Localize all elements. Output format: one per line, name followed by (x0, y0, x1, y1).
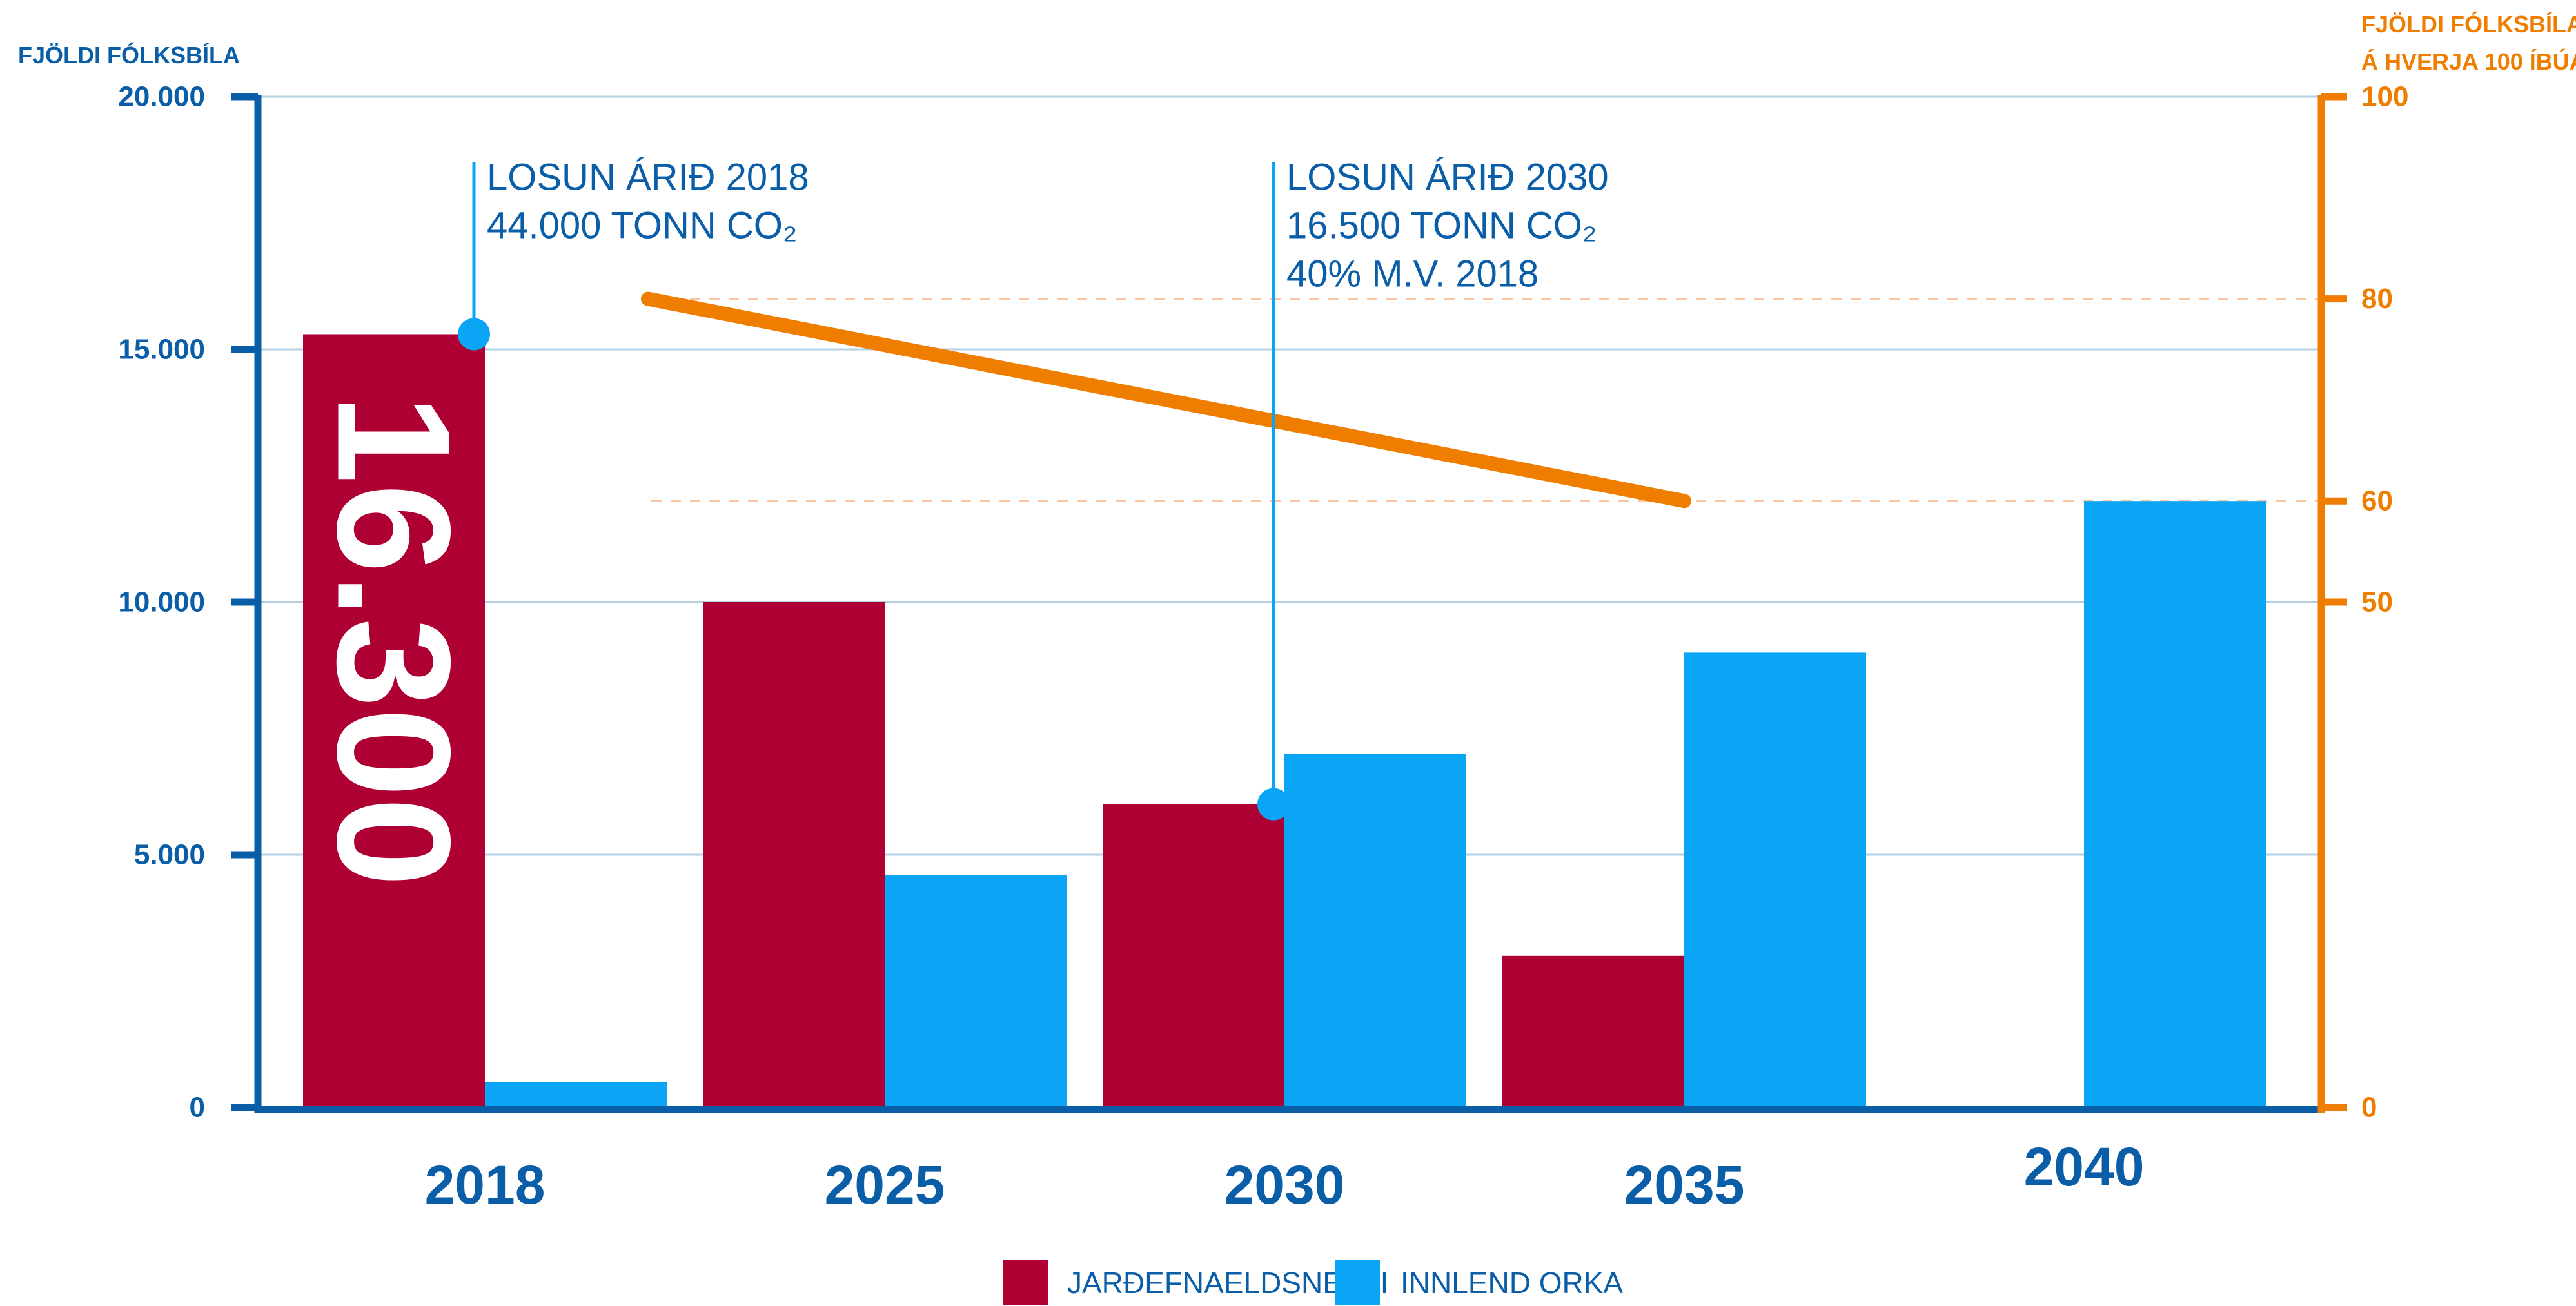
left-axis-tick-label: 0 (190, 1092, 205, 1124)
x-axis-tick-label: 2018 (425, 1155, 546, 1215)
trend-line (641, 291, 1691, 509)
bar (303, 334, 485, 1107)
annotation-dot (1257, 788, 1290, 821)
left-axis-tick-label: 10.000 (118, 587, 205, 618)
bars: 16.300 (303, 334, 2266, 1107)
right-axis-tick-label: 80 (2361, 283, 2393, 315)
bar (1103, 804, 1284, 1107)
bar (1684, 652, 1866, 1107)
left-axis-tick-label: 20.000 (118, 81, 205, 113)
legend-swatch (1003, 1260, 1048, 1305)
left-axis-title: FJÖLDI FÓLKSBÍLA (18, 41, 240, 68)
right-axis-tick-label: 50 (2361, 587, 2393, 618)
right-axis-tick-label: 60 (2361, 485, 2393, 517)
legend-swatch (1335, 1260, 1380, 1305)
grid-lines (258, 95, 2321, 856)
right-axis-title-line1: FJÖLDI FÓLKSBÍLA (2361, 10, 2576, 37)
x-axis-tick-label: 2035 (1624, 1155, 1745, 1215)
left-axis-tick-label: 5.000 (134, 839, 205, 871)
annotation-text: LOSUN ÁRIÐ 2030 (1286, 157, 1609, 199)
annotation-dot (458, 318, 490, 351)
axes: 0 5.000 10.000 15.000 20.000 0 50 60 80 100 FJÖLDI… (18, 10, 2576, 1215)
trend-line-layer (641, 291, 1691, 509)
x-axis-tick-label: 2025 (825, 1155, 945, 1215)
annotation-text: 40% M.V. 2018 (1286, 253, 1539, 295)
x-axis-tick-label: 2030 (1224, 1155, 1345, 1215)
annotations: LOSUN ÁRIÐ 2018 44.000 TONN CO₂ LOSUN ÁRIÐ… (458, 157, 1609, 821)
left-axis-tick-label: 15.000 (118, 334, 205, 365)
annotation-text: 16.500 TONN CO₂ (1286, 205, 1597, 247)
bar (1284, 754, 1466, 1107)
x-axis-tick-label: 2040 (2024, 1136, 2145, 1197)
annotation-text: LOSUN ÁRIÐ 2018 (487, 157, 809, 199)
bar (485, 1082, 667, 1107)
bar (2084, 501, 2266, 1107)
legend: JARÐEFNAELDSNEYTI INNLEND ORKA (1003, 1260, 1623, 1305)
bar-value-label: 16.300 (304, 394, 484, 887)
annotation-text: 44.000 TONN CO₂ (487, 205, 797, 247)
bar (885, 875, 1067, 1107)
right-axis-tick-label: 0 (2361, 1092, 2377, 1124)
right-axis-title-line2: Á HVERJA 100 ÍBÚA (2361, 48, 2576, 75)
right-axis-tick-label: 100 (2361, 81, 2408, 113)
bar (1502, 955, 1684, 1107)
legend-label: INNLEND ORKA (1401, 1266, 1623, 1300)
bar (703, 602, 885, 1107)
